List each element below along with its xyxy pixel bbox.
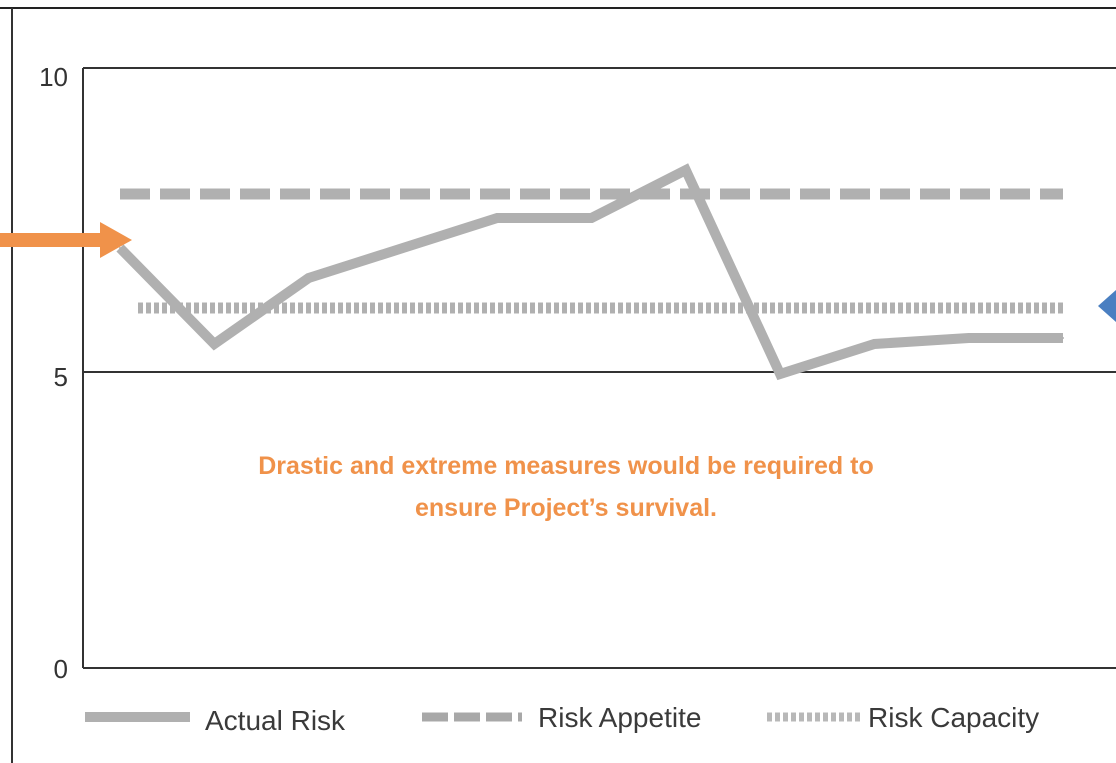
y-tick-0: 0 [54, 654, 68, 684]
series-actual-risk-line [116, 163, 1063, 381]
actual-risk-point-1 [213, 343, 216, 345]
legend-label-risk-appetite: Risk Appetite [538, 702, 701, 733]
right-arrow-icon [1098, 290, 1116, 322]
left-arrow-icon [0, 222, 132, 258]
legend-label-actual-risk: Actual Risk [205, 705, 346, 736]
actual-risk-point-9 [967, 337, 970, 339]
actual-risk-point-0 [119, 247, 121, 249]
legend-label-risk-capacity: Risk Capacity [868, 702, 1039, 733]
actual-risk-point-3 [401, 247, 404, 249]
annotation-line-1: Drastic and extreme measures would be re… [258, 452, 873, 480]
y-tick-5: 5 [54, 362, 68, 392]
actual-risk-point-4 [496, 217, 499, 219]
actual-risk-points [119, 169, 1064, 375]
actual-risk-point-10 [1062, 337, 1064, 339]
y-tick-10: 10 [39, 62, 68, 92]
actual-risk-point-2 [307, 277, 310, 279]
legend: Actual Risk Risk Appetite Risk Capacity [85, 702, 1039, 736]
actual-risk-point-8 [873, 343, 876, 345]
annotation-line-2: ensure Project’s survival. [415, 494, 717, 522]
actual-risk-point-5 [590, 217, 593, 219]
actual-risk-point-6 [684, 169, 687, 171]
actual-risk-point-7 [779, 373, 782, 375]
